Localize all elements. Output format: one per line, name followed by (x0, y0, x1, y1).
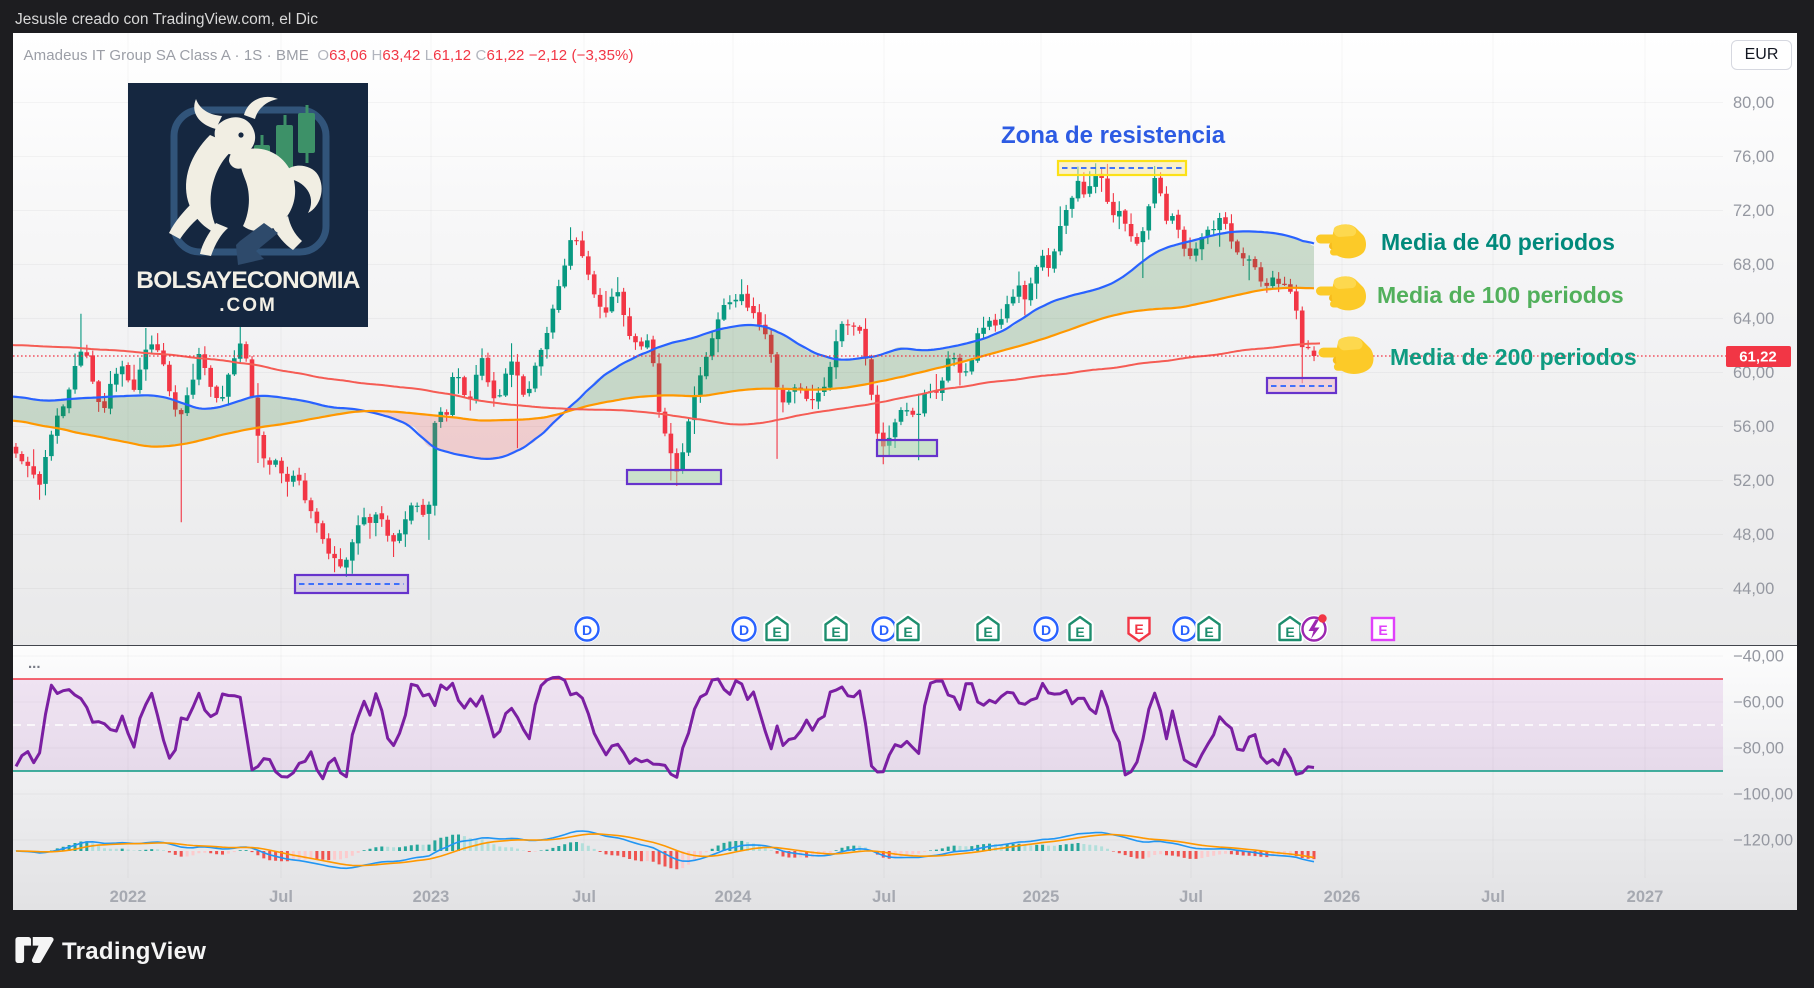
svg-text:Jul: Jul (872, 888, 896, 906)
svg-text:72,00: 72,00 (1733, 202, 1774, 220)
svg-text:Jul: Jul (572, 888, 596, 906)
svg-text:Jul: Jul (269, 888, 293, 906)
svg-text:E: E (903, 624, 912, 640)
svg-text:Media de 100 periodos: Media de 100 periodos (1377, 282, 1624, 308)
svg-text:56,00: 56,00 (1733, 418, 1774, 436)
svg-text:D: D (1180, 622, 1190, 638)
svg-text:...: ... (28, 655, 41, 672)
svg-text:44,00: 44,00 (1733, 580, 1774, 598)
svg-text:D: D (582, 622, 592, 638)
svg-text:2022: 2022 (110, 888, 147, 906)
svg-text:E: E (831, 624, 840, 640)
svg-text:E: E (1134, 621, 1143, 637)
svg-text:E: E (772, 624, 781, 640)
svg-text:D: D (739, 622, 749, 638)
svg-text:−120,00: −120,00 (1733, 832, 1793, 850)
svg-text:E: E (1285, 624, 1294, 640)
svg-text:61,22: 61,22 (1739, 349, 1777, 366)
svg-text:2027: 2027 (1627, 888, 1664, 906)
svg-text:−80,00: −80,00 (1733, 740, 1784, 758)
svg-text:60,00: 60,00 (1733, 364, 1774, 382)
svg-text:E: E (983, 624, 992, 640)
svg-text:80,00: 80,00 (1733, 94, 1774, 112)
svg-text:−60,00: −60,00 (1733, 694, 1784, 712)
svg-text:76,00: 76,00 (1733, 148, 1774, 166)
svg-text:48,00: 48,00 (1733, 526, 1774, 544)
svg-text:E: E (1075, 624, 1084, 640)
svg-text:64,00: 64,00 (1733, 310, 1774, 328)
svg-text:2024: 2024 (715, 888, 753, 906)
svg-text:−100,00: −100,00 (1733, 786, 1793, 804)
svg-text:.COM: .COM (219, 295, 277, 316)
svg-text:Media de 200 periodos: Media de 200 periodos (1390, 344, 1637, 370)
svg-text:Jul: Jul (1179, 888, 1203, 906)
svg-text:52,00: 52,00 (1733, 472, 1774, 490)
svg-text:E: E (1378, 622, 1387, 638)
svg-text:2023: 2023 (413, 888, 450, 906)
svg-text:2025: 2025 (1023, 888, 1060, 906)
svg-text:2026: 2026 (1324, 888, 1361, 906)
svg-text:BOLSAYECONOMIA: BOLSAYECONOMIA (136, 267, 360, 294)
svg-text:−40,00: −40,00 (1733, 648, 1784, 666)
svg-text:D: D (879, 622, 889, 638)
svg-text:Jul: Jul (1481, 888, 1505, 906)
svg-text:Media de 40 periodos: Media de 40 periodos (1381, 229, 1615, 255)
svg-text:Zona de resistencia: Zona de resistencia (1001, 122, 1226, 149)
svg-text:D: D (1041, 622, 1051, 638)
svg-text:E: E (1204, 624, 1213, 640)
svg-text:68,00: 68,00 (1733, 256, 1774, 274)
